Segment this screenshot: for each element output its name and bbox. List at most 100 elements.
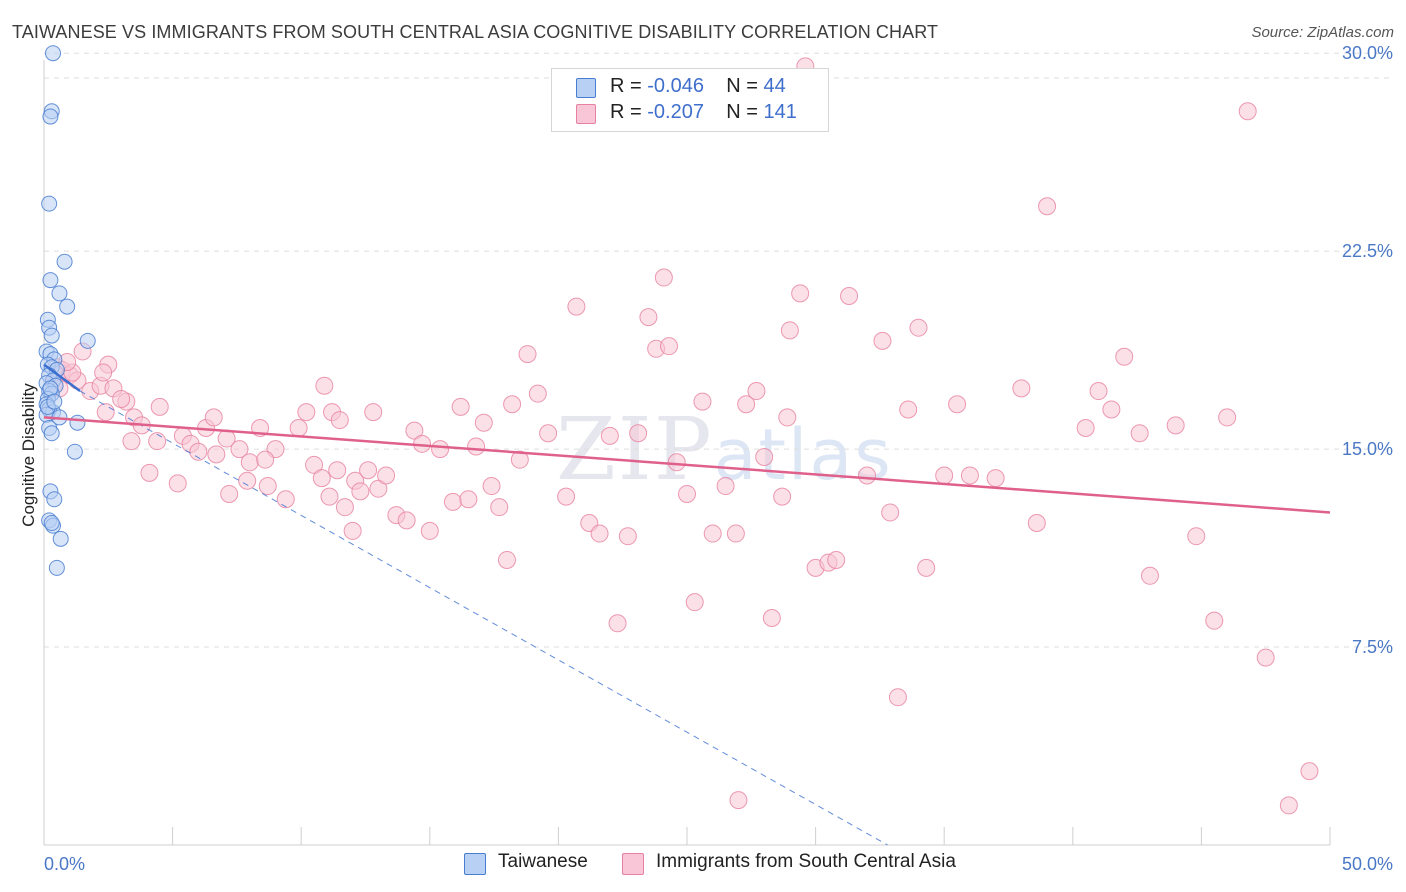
immigrants-point-51 [364, 403, 383, 422]
immigrants-point-29 [230, 440, 249, 459]
immigrants-point-77 [608, 614, 627, 633]
immigrants-point-93 [762, 609, 781, 628]
immigrants-point-118 [1115, 347, 1134, 366]
immigrants-point-28 [207, 445, 226, 464]
immigrants-point-76 [600, 426, 619, 445]
x-tick-label-min: 0.0% [44, 854, 85, 874]
y-tick-label-3: 30.0% [1342, 43, 1393, 63]
immigrants-point-124 [1218, 408, 1237, 427]
legend-taiwanese-text: R = -0.046 N = 44 [610, 75, 786, 98]
immigrants-point-39 [297, 403, 316, 422]
taiwanese-point-40 [48, 559, 65, 576]
legend-taiwanese-r-value: -0.046 [647, 75, 704, 97]
immigrants-point-111 [986, 469, 1005, 488]
immigrants-point-37 [276, 490, 295, 509]
immigrants-point-90 [737, 395, 756, 414]
immigrants-point-96 [791, 284, 810, 303]
legend-immigrants-r-label: R = [610, 101, 642, 123]
immigrants-point-123 [1205, 611, 1224, 630]
immigrants-point-89 [726, 524, 745, 543]
immigrants-point-18 [150, 397, 169, 416]
immigrants-point-50 [359, 461, 378, 480]
immigrants-point-26 [189, 442, 208, 461]
y-tick-label-1: 15.0% [1342, 439, 1393, 459]
immigrants-point-66 [490, 498, 509, 517]
immigrants-point-134 [343, 521, 362, 540]
immigrants-point-83 [667, 453, 686, 472]
legend-immigrants-text: R = -0.207 N = 141 [610, 101, 797, 124]
immigrants-point-102 [873, 331, 892, 350]
immigrants-point-67 [497, 550, 516, 569]
taiwanese-point-4 [56, 253, 73, 270]
immigrants-point-109 [948, 395, 967, 414]
immigrants-point-85 [685, 593, 704, 612]
legend-taiwanese-n-label: N = [726, 75, 758, 97]
immigrants-point-135 [503, 395, 522, 414]
immigrants-point-115 [1076, 418, 1095, 437]
source-credit: Source: ZipAtlas.com [1251, 24, 1394, 41]
immigrants-point-91 [747, 382, 766, 401]
immigrants-point-117 [1102, 400, 1121, 419]
correlation-legend: R = -0.046 N = 44 R = -0.207 N = 141 [551, 68, 829, 132]
immigrants-point-41 [312, 469, 331, 488]
immigrants-point-38 [289, 418, 308, 437]
immigrants-point-63 [467, 437, 486, 456]
immigrants-point-103 [881, 503, 900, 522]
immigrants-point-112 [1012, 379, 1031, 398]
immigrants-point-94 [773, 487, 792, 506]
grid-lines [44, 52, 1392, 648]
immigrants-point-35 [220, 484, 239, 503]
axes [43, 60, 1331, 846]
immigrants-point-64 [474, 413, 493, 432]
immigrants-point-34 [238, 471, 257, 490]
immigrants-point-73 [567, 297, 586, 316]
immigrants-point-44 [328, 461, 347, 480]
immigrants-point-78 [618, 527, 637, 546]
immigrants-trend-line [43, 416, 1331, 514]
immigrants-point-133 [140, 463, 159, 482]
legend-immigrants-n-value: 141 [763, 101, 797, 123]
taiwanese-point-3 [41, 195, 58, 212]
immigrants-point-128 [1300, 762, 1319, 781]
immigrants-point-84 [678, 484, 696, 503]
immigrants-point-116 [1089, 382, 1108, 401]
immigrants-point-87 [703, 524, 722, 543]
tick-labels: 7.5% 15.0% 22.5% 30.0% 0.0% 50.0% [44, 43, 1393, 874]
y-axis-label: Cognitive Disability [19, 383, 38, 527]
immigrants-point-53 [377, 466, 396, 485]
immigrants-point-43 [335, 498, 354, 517]
immigrants-point-110 [960, 466, 979, 485]
immigrants-point-75 [590, 524, 609, 543]
taiwanese-points [38, 45, 96, 576]
immigrants-point-88 [716, 477, 735, 496]
immigrants-point-58 [420, 521, 439, 540]
immigrants-point-45 [315, 376, 334, 395]
taiwanese-point-35 [46, 491, 63, 508]
immigrants-point-70 [528, 384, 547, 403]
bottom-taiwanese-label: Taiwanese [498, 851, 588, 872]
immigrants-point-132 [168, 474, 187, 493]
taiwanese-point-43 [46, 393, 63, 410]
immigrants-point-119 [1130, 424, 1149, 443]
immigrants-point-16 [96, 403, 115, 422]
immigrants-point-106 [909, 318, 928, 337]
taiwanese-point-33 [66, 443, 83, 460]
immigrants-point-13 [94, 363, 113, 382]
immigrants-point-122 [1187, 527, 1206, 546]
immigrants-point-25 [204, 408, 223, 427]
immigrants-point-126 [1256, 648, 1275, 667]
immigrants-point-68 [510, 450, 529, 469]
bottom-immigrants-label: Immigrants from South Central Asia [656, 851, 956, 872]
immigrants-point-55 [397, 511, 416, 530]
immigrants-point-79 [629, 424, 648, 443]
chart-title: TAIWANESE VS IMMIGRANTS FROM SOUTH CENTR… [12, 22, 939, 42]
taiwanese-point-10 [43, 327, 60, 344]
immigrants-point-42 [320, 487, 339, 506]
immigrants-point-71 [539, 424, 558, 443]
immigrants-point-129 [729, 791, 748, 810]
immigrants-point-69 [518, 345, 537, 364]
immigrants-point-86 [693, 392, 712, 411]
immigrants-point-95 [780, 321, 799, 340]
immigrants-point-131 [654, 268, 673, 287]
